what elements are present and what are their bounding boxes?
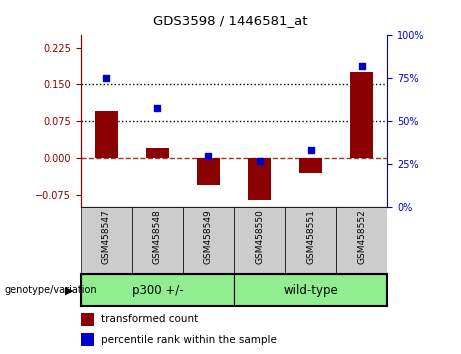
- Bar: [81, 333, 95, 346]
- Point: [205, 153, 212, 159]
- Bar: [81, 207, 132, 274]
- Text: genotype/variation: genotype/variation: [5, 285, 97, 295]
- Text: GSM458549: GSM458549: [204, 209, 213, 264]
- Text: GSM458547: GSM458547: [102, 209, 111, 264]
- Text: GSM458551: GSM458551: [306, 209, 315, 264]
- Text: GSM458548: GSM458548: [153, 209, 162, 264]
- Point: [358, 63, 366, 69]
- Point: [307, 148, 314, 153]
- Text: wild-type: wild-type: [283, 284, 338, 297]
- Bar: [132, 207, 183, 274]
- Bar: [336, 207, 387, 274]
- Bar: [299, 158, 322, 173]
- Point: [154, 105, 161, 110]
- Bar: [95, 112, 118, 158]
- Bar: [197, 158, 220, 185]
- Text: p300 +/-: p300 +/-: [131, 284, 183, 297]
- Bar: [350, 72, 373, 158]
- Text: GSM458550: GSM458550: [255, 209, 264, 264]
- Bar: [81, 274, 234, 306]
- Bar: [81, 313, 95, 326]
- Bar: [183, 207, 234, 274]
- Bar: [146, 148, 169, 158]
- Point: [102, 75, 110, 81]
- Text: percentile rank within the sample: percentile rank within the sample: [100, 335, 277, 345]
- Text: ▶: ▶: [65, 285, 73, 295]
- Bar: [234, 274, 387, 306]
- Bar: [248, 158, 271, 200]
- Point: [256, 158, 263, 164]
- Bar: [234, 207, 285, 274]
- Text: GSM458552: GSM458552: [357, 209, 366, 264]
- Bar: [285, 207, 336, 274]
- Text: transformed count: transformed count: [100, 314, 198, 325]
- Text: GDS3598 / 1446581_at: GDS3598 / 1446581_at: [153, 14, 308, 27]
